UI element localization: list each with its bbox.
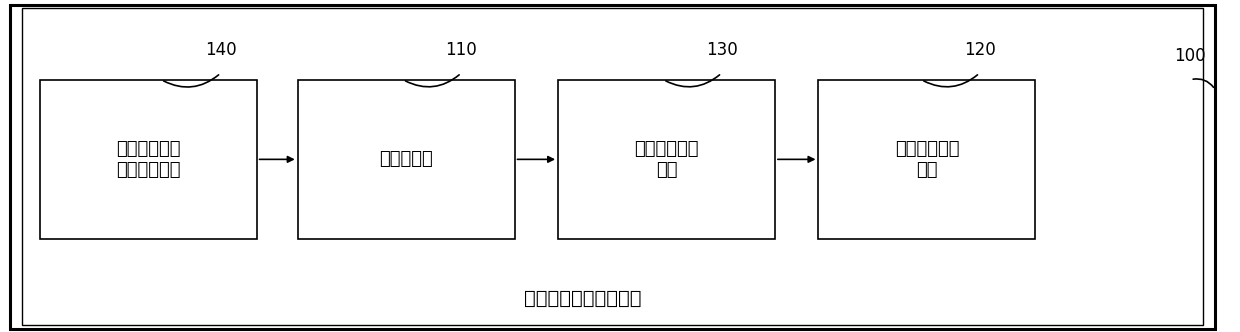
Bar xyxy=(40,80,257,239)
Text: 交流电抗器: 交流电抗器 xyxy=(379,150,433,168)
FancyArrowPatch shape xyxy=(1193,79,1214,87)
Text: 140: 140 xyxy=(205,41,237,59)
Text: 130: 130 xyxy=(706,41,738,59)
Text: 100: 100 xyxy=(1174,47,1207,65)
Text: 储能型模块化
多电平变换器: 储能型模块化 多电平变换器 xyxy=(115,140,181,179)
Bar xyxy=(818,80,1035,239)
Text: 120: 120 xyxy=(963,41,996,59)
FancyArrowPatch shape xyxy=(164,75,218,87)
Bar xyxy=(558,80,775,239)
FancyArrowPatch shape xyxy=(666,75,719,87)
FancyArrowPatch shape xyxy=(405,75,459,87)
Text: 多绕组高频变
压器: 多绕组高频变 压器 xyxy=(634,140,699,179)
Text: 多个输出整流
单元: 多个输出整流 单元 xyxy=(894,140,960,179)
Text: 混合储能型直流变压器: 混合储能型直流变压器 xyxy=(525,289,641,308)
FancyArrowPatch shape xyxy=(924,75,977,87)
Bar xyxy=(298,80,515,239)
Text: 110: 110 xyxy=(445,41,477,59)
